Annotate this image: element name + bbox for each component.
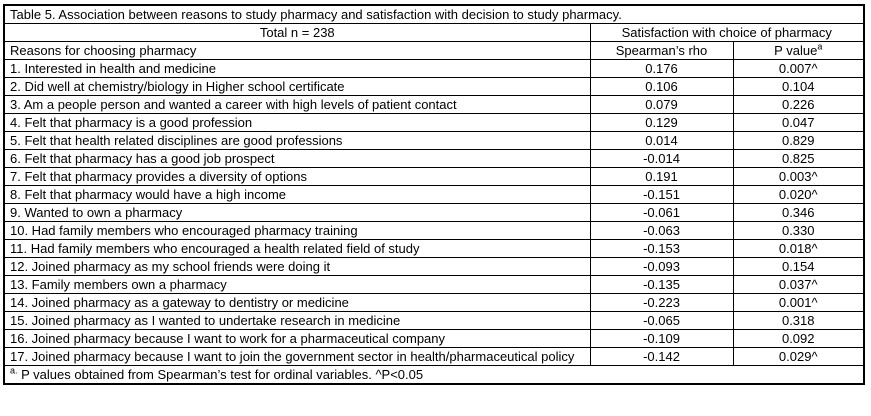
pvalue-cell: 0.020^ — [732, 185, 865, 204]
footnote-row: a. P values obtained from Spearman’s tes… — [3, 365, 865, 385]
rho-cell: -0.223 — [589, 293, 734, 312]
pvalue-header-label: P value — [774, 43, 818, 58]
rho-cell: -0.151 — [589, 185, 734, 204]
table-row: 17. Joined pharmacy because I want to jo… — [3, 347, 865, 366]
reason-cell: 4. Felt that pharmacy is a good professi… — [3, 113, 591, 132]
rho-cell: -0.142 — [589, 347, 734, 366]
pvalue-cell: 0.029^ — [732, 347, 865, 366]
table-row: 7. Felt that pharmacy provides a diversi… — [3, 167, 865, 186]
rho-cell: 0.191 — [589, 167, 734, 186]
column-header-row: Reasons for choosing pharmacy Spearman’s… — [3, 41, 865, 60]
pvalue-cell: 0.003^ — [732, 167, 865, 186]
table-row: 3. Am a people person and wanted a caree… — [3, 95, 865, 114]
reason-cell: 5. Felt that health related disciplines … — [3, 131, 591, 150]
reason-cell: 15. Joined pharmacy as I wanted to under… — [3, 311, 591, 330]
table-row: 13. Family members own a pharmacy -0.135… — [3, 275, 865, 294]
pvalue-cell: 0.226 — [732, 95, 865, 114]
rho-cell: -0.061 — [589, 203, 734, 222]
rho-cell: -0.093 — [589, 257, 734, 276]
total-n-label: Total n = 238 — [3, 23, 591, 42]
table-row: 9. Wanted to own a pharmacy -0.061 0.346 — [3, 203, 865, 222]
reason-cell: 7. Felt that pharmacy provides a diversi… — [3, 167, 591, 186]
column-header-rho: Spearman’s rho — [589, 41, 734, 60]
rho-cell: 0.079 — [589, 95, 734, 114]
rho-cell: 0.014 — [589, 131, 734, 150]
table-row: 5. Felt that health related disciplines … — [3, 131, 865, 150]
footnote-text: P values obtained from Spearman’s test f… — [17, 367, 424, 382]
column-header-reason: Reasons for choosing pharmacy — [3, 41, 591, 60]
reason-cell: 10. Had family members who encouraged ph… — [3, 221, 591, 240]
rho-cell: -0.135 — [589, 275, 734, 294]
rho-cell: -0.063 — [589, 221, 734, 240]
pvalue-cell: 0.037^ — [732, 275, 865, 294]
title-row: Table 5. Association between reasons to … — [3, 4, 865, 24]
group-header-row: Total n = 238 Satisfaction with choice o… — [3, 23, 865, 42]
rho-cell: 0.129 — [589, 113, 734, 132]
association-table: Table 5. Association between reasons to … — [3, 4, 865, 385]
paper-table-page: Table 5. Association between reasons to … — [3, 4, 865, 385]
reason-cell: 13. Family members own a pharmacy — [3, 275, 591, 294]
table-row: 4. Felt that pharmacy is a good professi… — [3, 113, 865, 132]
reason-cell: 16. Joined pharmacy because I want to wo… — [3, 329, 591, 348]
pvalue-cell: 0.330 — [732, 221, 865, 240]
pvalue-cell: 0.825 — [732, 149, 865, 168]
table-row: 6. Felt that pharmacy has a good job pro… — [3, 149, 865, 168]
column-header-pvalue: P valuea — [732, 41, 865, 60]
pvalue-cell: 0.007^ — [732, 59, 865, 78]
table-row: 15. Joined pharmacy as I wanted to under… — [3, 311, 865, 330]
rho-cell: 0.106 — [589, 77, 734, 96]
table-row: 11. Had family members who encouraged a … — [3, 239, 865, 258]
reason-cell: 6. Felt that pharmacy has a good job pro… — [3, 149, 591, 168]
table-row: 2. Did well at chemistry/biology in High… — [3, 77, 865, 96]
pvalue-cell: 0.829 — [732, 131, 865, 150]
table-row: 16. Joined pharmacy because I want to wo… — [3, 329, 865, 348]
reason-cell: 11. Had family members who encouraged a … — [3, 239, 591, 258]
pvalue-cell: 0.047 — [732, 113, 865, 132]
rho-cell: -0.109 — [589, 329, 734, 348]
reason-cell: 8. Felt that pharmacy would have a high … — [3, 185, 591, 204]
table-row: 14. Joined pharmacy as a gateway to dent… — [3, 293, 865, 312]
pvalue-header-superscript: a — [817, 41, 823, 52]
pvalue-cell: 0.092 — [732, 329, 865, 348]
reason-cell: 14. Joined pharmacy as a gateway to dent… — [3, 293, 591, 312]
pvalue-cell: 0.346 — [732, 203, 865, 222]
reason-cell: 3. Am a people person and wanted a caree… — [3, 95, 591, 114]
pvalue-cell: 0.001^ — [732, 293, 865, 312]
table-row: 10. Had family members who encouraged ph… — [3, 221, 865, 240]
rho-cell: -0.065 — [589, 311, 734, 330]
pvalue-cell: 0.018^ — [732, 239, 865, 258]
reason-cell: 2. Did well at chemistry/biology in High… — [3, 77, 591, 96]
rho-cell: -0.153 — [589, 239, 734, 258]
satisfaction-group-header: Satisfaction with choice of pharmacy — [589, 23, 865, 42]
pvalue-cell: 0.154 — [732, 257, 865, 276]
table-title: Table 5. Association between reasons to … — [3, 4, 865, 24]
reason-cell: 17. Joined pharmacy because I want to jo… — [3, 347, 591, 366]
reason-cell: 9. Wanted to own a pharmacy — [3, 203, 591, 222]
reason-cell: 1. Interested in health and medicine — [3, 59, 591, 78]
table-row: 1. Interested in health and medicine 0.1… — [3, 59, 865, 78]
footnote: a. P values obtained from Spearman’s tes… — [3, 365, 865, 385]
reason-cell: 12. Joined pharmacy as my school friends… — [3, 257, 591, 276]
footnote-superscript: a. — [10, 365, 18, 376]
pvalue-cell: 0.104 — [732, 77, 865, 96]
pvalue-cell: 0.318 — [732, 311, 865, 330]
rho-cell: 0.176 — [589, 59, 734, 78]
table-row: 12. Joined pharmacy as my school friends… — [3, 257, 865, 276]
table-row: 8. Felt that pharmacy would have a high … — [3, 185, 865, 204]
rho-cell: -0.014 — [589, 149, 734, 168]
